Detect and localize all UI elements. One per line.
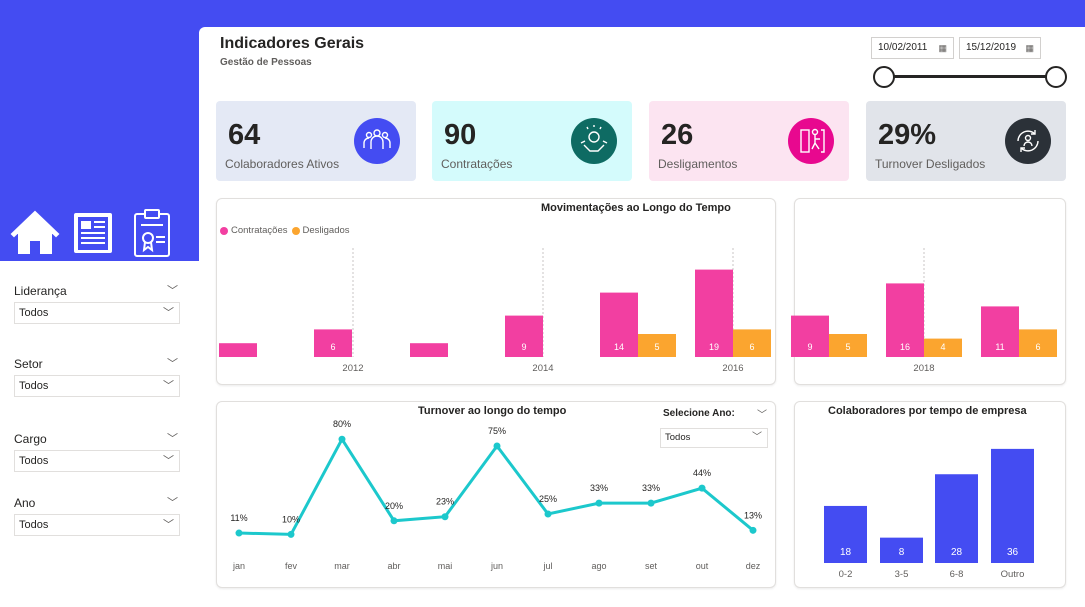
date-start-input[interactable]: 10/02/2011 ▦	[871, 37, 954, 59]
tenure-chart-title: Colaboradores por tempo de empresa	[828, 405, 1027, 417]
date-end-input[interactable]: 15/12/2019 ▦	[959, 37, 1041, 59]
certificate-icon[interactable]	[133, 208, 173, 258]
filter-ano: Ano ﹀ Todos ﹀	[14, 492, 180, 536]
date-start-value: 10/02/2011	[878, 42, 928, 53]
chevron-down-icon[interactable]: ﹀	[752, 432, 762, 443]
filter-label-text: Liderança	[14, 284, 67, 298]
filter-dropdown[interactable]: Todos ﹀	[14, 450, 180, 472]
calendar-icon[interactable]: ▦	[938, 43, 947, 53]
filter-value: Todos	[19, 455, 49, 467]
page-title: Indicadores Gerais	[220, 35, 365, 52]
filter-label-text: Setor	[14, 357, 43, 371]
chevron-down-icon[interactable]: ﹀	[167, 358, 178, 370]
filter-label[interactable]: Setor ﹀	[14, 353, 180, 375]
kpi-card-desligamentos: 26 Desligamentos	[649, 101, 849, 181]
legend-dot-icon	[291, 226, 300, 235]
filter-setor: Setor ﹀ Todos ﹀	[14, 353, 180, 397]
kpi-value: 64	[228, 119, 261, 151]
date-end-value: 15/12/2019	[966, 42, 1017, 53]
filter-dropdown[interactable]: Todos ﹀	[14, 375, 180, 397]
kpi-label: Desligamentos	[658, 157, 738, 171]
kpi-value: 29%	[878, 119, 937, 151]
filter-label[interactable]: Liderança ﹀	[14, 280, 180, 302]
kpi-label: Colaboradores Ativos	[225, 157, 340, 171]
legend-label: Desligados	[302, 225, 350, 236]
legend-item-desligados[interactable]: Desligados	[291, 225, 350, 236]
home-icon[interactable]	[10, 208, 60, 256]
chevron-down-icon[interactable]: ﹀	[167, 433, 178, 445]
filter-dropdown[interactable]: Todos ﹀	[14, 302, 180, 324]
movement-chart-title: Movimentações ao Longo do Tempo	[541, 202, 731, 214]
turnover-chart-title: Turnover ao longo do tempo	[418, 405, 567, 417]
chevron-down-icon[interactable]: ﹀	[163, 380, 174, 392]
exit-person-icon	[788, 118, 834, 164]
legend-label: Contratações	[231, 225, 288, 236]
kpi-card-turnover: 29% Turnover Desligados	[866, 101, 1066, 181]
turnover-cycle-icon	[1005, 118, 1051, 164]
people-group-icon	[354, 118, 400, 164]
date-slider-end-handle[interactable]	[1045, 66, 1067, 88]
movement-chart-legend: Contratações Desligados	[220, 225, 354, 236]
year-select-label: Selecione Ano:	[663, 408, 735, 419]
report-icon[interactable]	[73, 208, 115, 256]
filter-dropdown[interactable]: Todos ﹀	[14, 514, 180, 536]
filter-label-text: Ano	[14, 496, 36, 510]
legend-item-contratacoes[interactable]: Contratações	[220, 225, 288, 236]
filter-value: Todos	[19, 519, 49, 531]
kpi-card-colaboradores: 64 Colaboradores Ativos	[216, 101, 416, 181]
chevron-down-icon[interactable]: ﹀	[163, 455, 174, 467]
chevron-down-icon[interactable]: ﹀	[163, 307, 174, 319]
kpi-value: 26	[661, 119, 694, 151]
year-select-value: Todos	[665, 432, 691, 443]
filter-label-text: Cargo	[14, 432, 47, 446]
chevron-down-icon[interactable]: ﹀	[163, 519, 174, 531]
filter-label[interactable]: Cargo ﹀	[14, 428, 180, 450]
filter-value: Todos	[19, 307, 49, 319]
filter-lideranca: Liderança ﹀ Todos ﹀	[14, 280, 180, 324]
movement-chart-panel	[216, 198, 776, 385]
filter-label[interactable]: Ano ﹀	[14, 492, 180, 514]
filter-cargo: Cargo ﹀ Todos ﹀	[14, 428, 180, 472]
year-select-dropdown[interactable]: Todos ﹀	[660, 428, 768, 448]
kpi-label: Turnover Desligados	[875, 157, 986, 171]
handshake-icon	[571, 118, 617, 164]
tenure-chart-panel	[794, 401, 1066, 588]
page-subtitle: Gestão de Pessoas	[220, 57, 312, 68]
calendar-icon[interactable]: ▦	[1025, 43, 1034, 53]
kpi-value: 90	[444, 119, 477, 151]
kpi-label: Contratações	[441, 157, 513, 171]
kpi-card-contratacoes: 90 Contratações	[432, 101, 632, 181]
filter-value: Todos	[19, 380, 49, 392]
date-slider-track[interactable]	[884, 75, 1056, 78]
legend-dot-icon	[220, 226, 228, 235]
date-slider-start-handle[interactable]	[873, 66, 895, 88]
movement-chart-panel-right	[794, 198, 1066, 385]
chevron-down-icon[interactable]: ﹀	[167, 497, 178, 509]
chevron-down-icon[interactable]: ﹀	[757, 410, 767, 421]
chevron-down-icon[interactable]: ﹀	[167, 285, 178, 297]
